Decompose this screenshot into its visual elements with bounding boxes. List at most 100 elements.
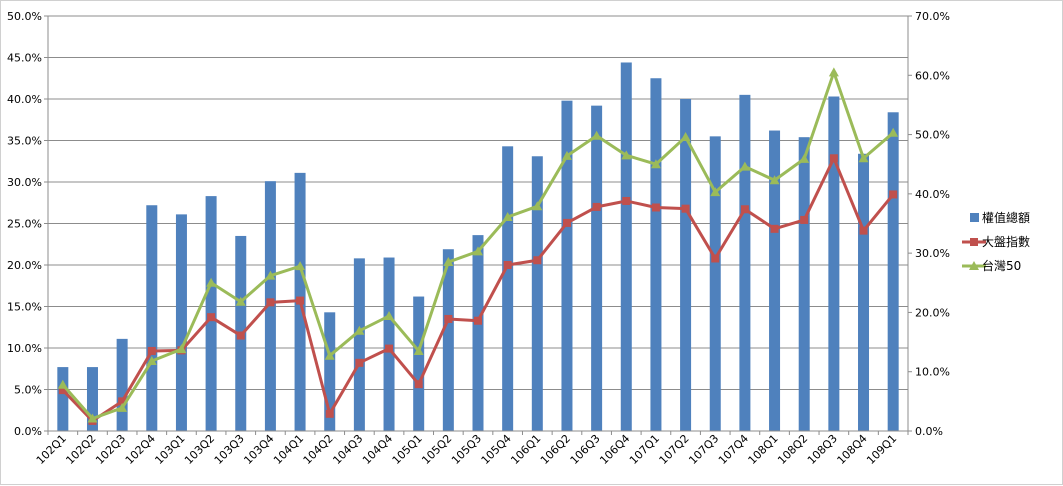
point xyxy=(207,313,216,322)
x-tick-label: 108Q4 xyxy=(835,432,870,467)
point xyxy=(711,254,720,263)
point xyxy=(561,150,572,160)
right-tick-label: 10.0% xyxy=(915,366,950,379)
x-tick-label: 108Q1 xyxy=(746,432,781,467)
point xyxy=(57,379,68,389)
point xyxy=(413,345,424,355)
left-tick-label: 45.0% xyxy=(7,52,42,65)
left-tick-label: 35.0% xyxy=(7,135,42,148)
bar xyxy=(561,100,573,431)
point xyxy=(621,150,632,160)
bar xyxy=(472,235,484,431)
point xyxy=(591,130,602,140)
point xyxy=(829,154,838,163)
bar xyxy=(680,99,692,431)
bar xyxy=(739,94,751,431)
bar xyxy=(650,78,662,431)
x-tick-label: 105Q2 xyxy=(419,432,454,467)
point xyxy=(296,296,305,305)
x-tick-label: 107Q2 xyxy=(657,432,692,467)
bar xyxy=(353,258,365,431)
point xyxy=(147,346,156,355)
point xyxy=(858,153,869,163)
point xyxy=(650,159,661,169)
x-tick-label: 107Q1 xyxy=(627,432,662,467)
bar xyxy=(175,214,187,431)
point xyxy=(473,246,483,256)
legend-label: 大盤指數 xyxy=(982,234,1030,249)
point xyxy=(87,413,98,423)
x-tick-label: 103Q4 xyxy=(241,432,276,467)
x-tick-label: 108Q3 xyxy=(805,432,840,467)
point xyxy=(859,226,868,235)
point xyxy=(58,386,67,395)
point xyxy=(235,296,246,306)
x-tick-label: 103Q2 xyxy=(182,432,217,467)
point xyxy=(532,201,543,211)
bar xyxy=(324,312,336,431)
right-tick-label: 70.0% xyxy=(915,10,950,23)
x-tick-label: 102Q2 xyxy=(63,432,98,467)
left-tick-label: 40.0% xyxy=(7,93,42,106)
left-tick-label: 5.0% xyxy=(14,384,42,397)
point xyxy=(443,257,454,267)
legend-label: 權值總額 xyxy=(982,210,1030,225)
bar xyxy=(798,137,810,431)
left-tick-label: 20.0% xyxy=(7,259,42,272)
point xyxy=(146,356,157,366)
x-tick-label: 106Q2 xyxy=(538,432,573,467)
bar xyxy=(591,105,603,431)
x-tick-label: 105Q3 xyxy=(449,432,484,467)
x-tick-label: 102Q3 xyxy=(93,432,128,467)
point xyxy=(384,310,395,320)
point xyxy=(502,211,513,221)
right-tick-label: 0.0% xyxy=(915,425,943,438)
point xyxy=(622,196,631,205)
left-tick-label: 0.0% xyxy=(14,425,42,438)
point xyxy=(295,261,306,271)
point xyxy=(889,190,898,199)
legend-swatch xyxy=(970,213,979,222)
x-tick-label: 109Q1 xyxy=(864,432,899,467)
point xyxy=(503,261,512,269)
x-tick-label: 104Q3 xyxy=(330,432,365,467)
point xyxy=(651,203,660,212)
point xyxy=(828,67,839,77)
point xyxy=(236,331,245,340)
right-tick-label: 20.0% xyxy=(915,306,950,319)
bar xyxy=(57,367,69,431)
point xyxy=(562,218,571,227)
point xyxy=(118,397,127,406)
point xyxy=(681,204,690,213)
x-tick-label: 102Q4 xyxy=(123,432,158,467)
bar xyxy=(769,130,781,432)
legend-marker xyxy=(969,261,979,270)
point xyxy=(710,187,721,197)
point xyxy=(592,202,601,211)
point xyxy=(414,380,423,389)
bar xyxy=(620,62,632,431)
left-tick-label: 15.0% xyxy=(7,301,42,314)
point xyxy=(533,256,542,265)
x-tick-label: 103Q3 xyxy=(212,432,247,467)
right-tick-label: 50.0% xyxy=(915,129,950,142)
x-tick-label: 103Q1 xyxy=(152,432,187,467)
point xyxy=(799,153,810,163)
bar xyxy=(442,249,454,431)
point xyxy=(354,325,365,335)
bar xyxy=(828,96,840,431)
x-tick-label: 106Q4 xyxy=(597,432,632,467)
bar xyxy=(413,296,425,431)
x-tick-label: 106Q1 xyxy=(508,432,543,467)
point xyxy=(739,161,750,171)
bar xyxy=(116,338,128,431)
bar xyxy=(858,153,870,431)
point xyxy=(385,344,394,353)
bar xyxy=(86,367,98,431)
point xyxy=(176,344,187,354)
point xyxy=(800,215,809,224)
x-tick-label: 107Q4 xyxy=(716,432,751,467)
point xyxy=(266,298,275,307)
bar xyxy=(146,205,158,431)
